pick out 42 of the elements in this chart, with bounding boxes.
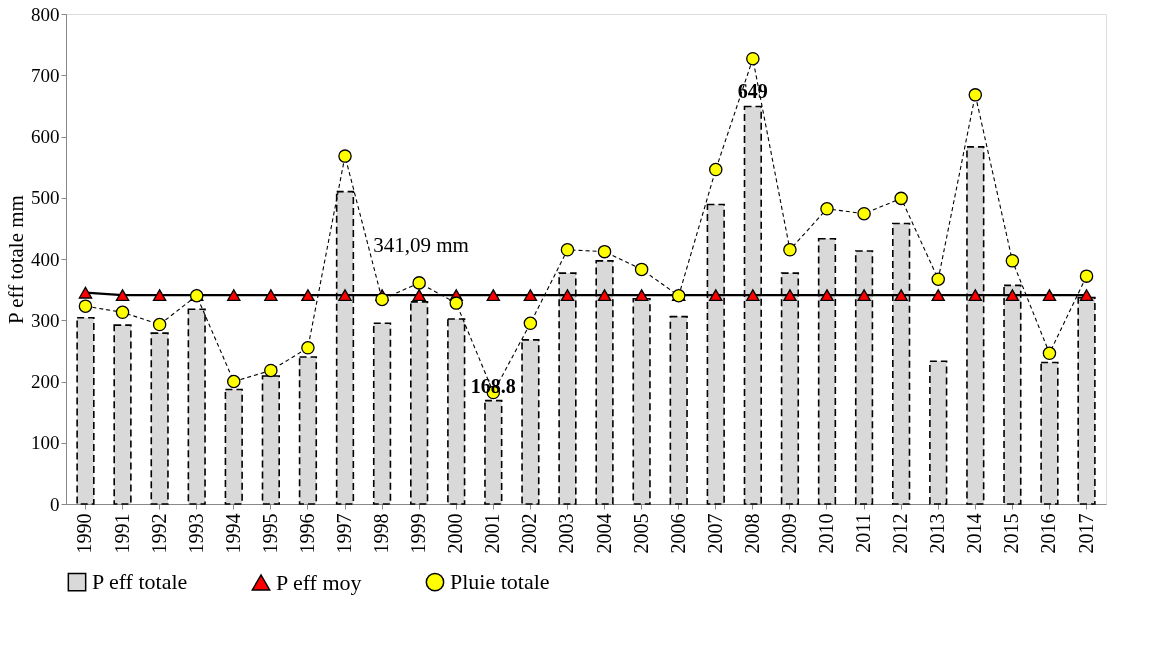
y-tick-label: 100 [31, 432, 60, 454]
y-tick-label: 600 [31, 126, 60, 147]
x-tick-label: 2017 [1074, 513, 1097, 554]
x-tick-label: 1997 [333, 513, 355, 554]
x-tick-label: 2012 [889, 513, 912, 554]
x-tick-label: 2007 [703, 513, 726, 554]
y-tick-label: 0 [50, 493, 60, 515]
annotation: 341,09 mm [373, 233, 469, 257]
x-tick-label: 2006 [666, 513, 689, 554]
x-tick-label: 2008 [740, 513, 763, 554]
x-tick-label: 2016 [1037, 513, 1060, 554]
y-tick-label: 200 [31, 371, 60, 392]
legend-label: P eff totale [92, 569, 188, 595]
x-tick-label: 2010 [815, 513, 837, 554]
legend-label: P eff moy [276, 569, 362, 595]
x-tick-label: 2002 [518, 513, 541, 554]
x-tick-label: 2013 [926, 513, 949, 554]
x-tick-label: 2004 [592, 513, 615, 554]
x-tick-label: 1991 [110, 513, 133, 554]
x-tick-label: 2009 [777, 513, 800, 554]
x-tick-label: 2003 [555, 513, 578, 554]
x-tick-label: 2014 [963, 513, 986, 554]
x-tick-label: 2001 [481, 513, 504, 554]
y-tick-label: 500 [31, 187, 60, 209]
x-tick-label: 1992 [147, 513, 170, 554]
y-tick-label: 300 [31, 309, 60, 331]
y-axis-title: P eff totale mm [4, 195, 28, 324]
y-tick-label: 400 [31, 248, 60, 270]
x-tick-label: 1998 [370, 513, 393, 554]
x-tick-label: 1990 [73, 513, 96, 554]
x-tick-label: 1996 [295, 513, 318, 554]
x-tick-label: 1993 [184, 513, 207, 554]
y-tick-label: 800 [31, 3, 60, 25]
x-tick-label: 2015 [1000, 513, 1023, 554]
x-tick-label: 1995 [258, 513, 281, 554]
x-tick-label: 1999 [407, 513, 430, 554]
legend-label: Pluie totale [450, 569, 550, 595]
x-tick-label: 1994 [221, 513, 244, 554]
x-tick-label: 2000 [444, 513, 467, 554]
x-tick-label: 2011 [852, 513, 875, 553]
x-tick-label: 2005 [629, 513, 652, 554]
y-tick-label: 700 [31, 64, 60, 86]
